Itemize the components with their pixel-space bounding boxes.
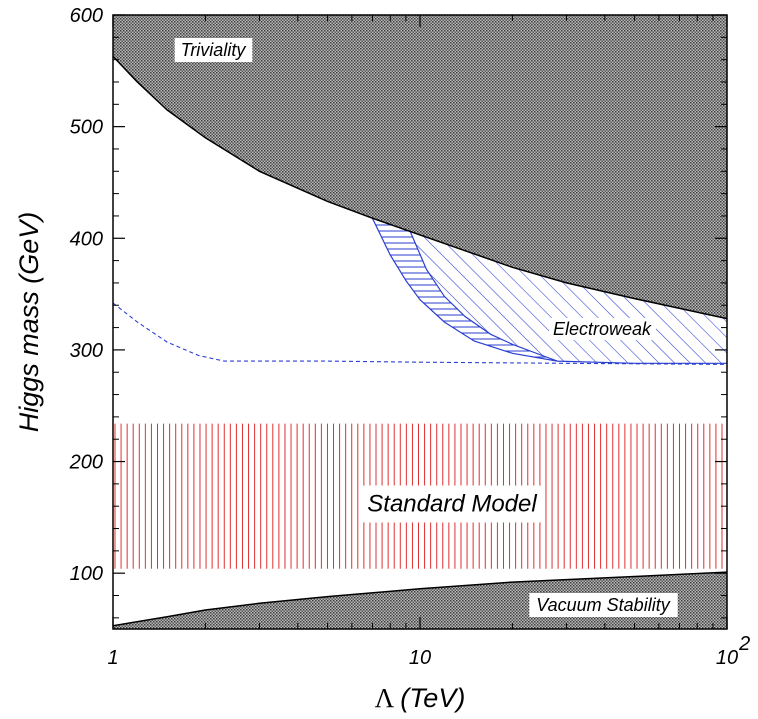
standard-model-label-box bbox=[361, 485, 544, 523]
electroweak-label: Electroweak bbox=[553, 319, 652, 339]
electroweak-label-group: Electroweak bbox=[548, 318, 657, 340]
y-tick-label: 100 bbox=[70, 563, 103, 585]
vacuum-stability-label-group: Vacuum Stability bbox=[529, 593, 678, 617]
x-tick-label: 10 bbox=[716, 647, 738, 669]
x-tick-label: 1 bbox=[107, 647, 118, 669]
y-tick-label: 600 bbox=[70, 5, 103, 27]
vacuum-stability-label: Vacuum Stability bbox=[536, 595, 670, 615]
x-tick-exponent: 2 bbox=[738, 633, 750, 655]
y-tick-label: 400 bbox=[70, 228, 103, 250]
x-tick-label: 10 bbox=[409, 647, 431, 669]
electroweak-dashed-bound bbox=[113, 302, 727, 365]
y-tick-label: 200 bbox=[69, 452, 103, 474]
triviality-boundary bbox=[113, 55, 727, 320]
standard-model-label-group: Standard Model bbox=[361, 485, 544, 523]
x-axis-symbol: Λ bbox=[375, 683, 401, 713]
triviality-region bbox=[113, 15, 727, 319]
electroweak-outer-boundary bbox=[371, 217, 727, 364]
x-axis-unit: (TeV) bbox=[400, 683, 465, 713]
standard-model-label: Standard Model bbox=[367, 491, 537, 518]
electroweak-inner-boundary bbox=[409, 231, 558, 362]
y-tick-label: 300 bbox=[70, 340, 103, 362]
x-axis-title: Λ (TeV) bbox=[375, 683, 466, 713]
y-axis-title: Higgs mass (GeV) bbox=[14, 212, 44, 433]
electroweak-horizontal-region bbox=[372, 218, 558, 362]
vacuum-stability-boundary bbox=[113, 571, 727, 627]
triviality-label: Triviality bbox=[181, 40, 247, 60]
y-tick-label: 500 bbox=[70, 117, 103, 139]
vacuum-stability-label-box bbox=[529, 593, 678, 617]
electroweak-label-box bbox=[548, 318, 657, 340]
triviality-label-box bbox=[174, 38, 253, 62]
triviality-label-group: Triviality bbox=[174, 38, 253, 62]
